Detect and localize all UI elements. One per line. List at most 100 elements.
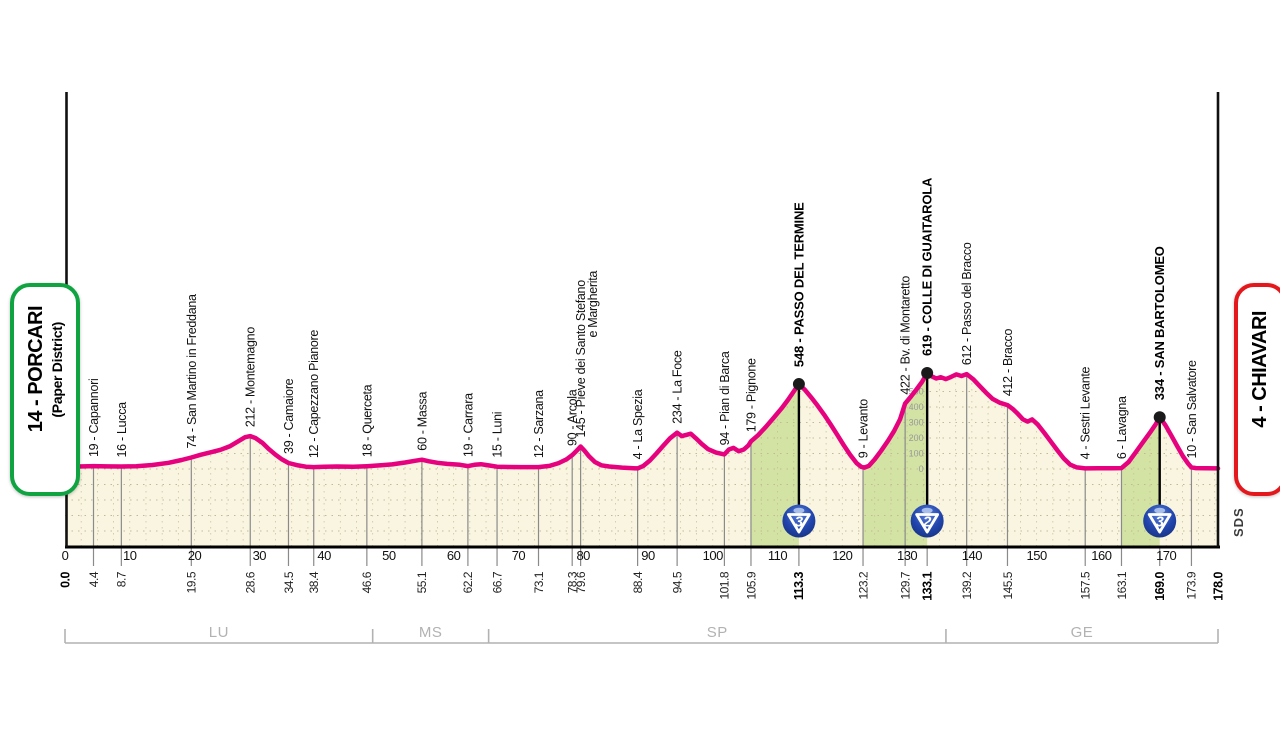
waypoint-label: 412 - Bracco (1001, 329, 1015, 397)
elevation-scale-label: 200 (909, 433, 924, 443)
climb-category-marker: 3 (782, 504, 816, 538)
category-ball (1143, 504, 1177, 538)
waypoint-label-line2: e Margherita (586, 271, 600, 338)
waypoint-label: 612 - Passo del Bracco (960, 242, 974, 365)
km-distance-label: 101.8 (718, 571, 732, 599)
axis-tick-label: 10 (123, 548, 137, 563)
axis-tick-label: 90 (641, 548, 655, 563)
sds-mark: SDS (1231, 507, 1246, 537)
km-distance-label: 169.0 (1153, 571, 1167, 600)
profile-line (62, 370, 1221, 471)
waypoint-label: 16 - Lucca (115, 402, 129, 458)
waypoint-label: 6 - Lavagna (1115, 396, 1129, 459)
waypoint-label: 10 - San Salvatore (1185, 360, 1199, 458)
km-distance-label: 178.0 (1211, 571, 1225, 600)
category-ball (782, 504, 816, 538)
axis-tick-label: 50 (382, 548, 396, 563)
waypoint-label: 548 - PASSO DEL TERMINE (791, 202, 806, 367)
waypoint-label: 334 - SAN BARTOLOMEO (1152, 246, 1167, 400)
start-label-text: 14 - PORCARI (Paper District) (14, 291, 76, 448)
category-ball-glare (793, 507, 805, 514)
province-label: MS (419, 624, 443, 641)
start-name: 14 - PORCARI (25, 306, 47, 433)
axis-tick-label: 30 (253, 548, 267, 563)
axis-tick-label: 160 (1091, 548, 1111, 563)
peak-dot (921, 367, 934, 380)
axis-tick-label: 60 (447, 548, 461, 563)
km-distance-label: 113.3 (792, 571, 806, 600)
category-number: 3 (1156, 514, 1165, 531)
waypoint-label: 94 - Pian di Barca (718, 351, 732, 445)
waypoint-label: 179 - Pignone (744, 358, 758, 432)
axis-tick-label: 120 (832, 548, 852, 563)
climb-category-marker: 3 (1143, 504, 1177, 538)
km-distance-label: 0.0 (58, 571, 72, 587)
waypoint-label: 19 - Capannori (87, 379, 101, 458)
category-triangle (1147, 513, 1172, 534)
waypoint-label: 39 - Camaiore (282, 378, 296, 454)
km-distance-label: 8.7 (115, 571, 129, 587)
axis-tick-label: 150 (1027, 548, 1047, 563)
km-distance-label: 55.1 (415, 571, 429, 593)
axis-tick-label: 0 (62, 548, 69, 563)
km-distance-label: 28.6 (244, 571, 258, 593)
waypoint-label: 4 - Sestri Levante (1079, 366, 1093, 459)
axis-tick-label: 110 (768, 548, 787, 563)
province-brackets: LU MS SP GE (64, 624, 1219, 644)
category-triangle (915, 513, 940, 534)
elevation-scale-label: 100 (909, 449, 924, 459)
axis-tick-label: 70 (512, 548, 526, 563)
km-distance-label: 79.6 (574, 571, 588, 593)
km-distance-label: 163.1 (1115, 571, 1129, 599)
category-ball-glare (921, 507, 933, 514)
axis-tick-label: 80 (576, 548, 590, 563)
waypoint-label: 12 - Capezzano Pianore (307, 330, 321, 459)
waypoint-label: 422 - Bv. di Montaretto (899, 276, 913, 395)
category-ball (910, 504, 944, 538)
km-distance-label: 62.2 (461, 571, 475, 593)
axis-tick-label: 130 (897, 548, 917, 563)
axis-tick-label: 40 (317, 548, 331, 563)
km-distance-label: 73.1 (532, 571, 546, 593)
km-distance-label: 78.3 (565, 571, 579, 593)
axis-tick-label: 170 (1156, 548, 1176, 563)
climb-category-marker: 2 (910, 504, 944, 538)
km-distance-label: 157.5 (1079, 571, 1093, 599)
start-subname: (Paper District) (49, 321, 65, 418)
waypoint-label: 15 - Luni (491, 412, 505, 458)
finish-label-box: 4 - CHIAVARI (1234, 283, 1280, 496)
category-number: 2 (922, 514, 932, 531)
elevation-scale-label: 300 (909, 418, 924, 428)
elevation-scale-label: 400 (909, 402, 924, 412)
km-distance-label: 139.2 (960, 571, 974, 599)
elevation-scale-label: 0 (919, 464, 924, 474)
waypoint-label: 145 - Pieve dei Santo Stefano (574, 280, 588, 438)
waypoint-label: 60 - Massa (415, 392, 429, 451)
peak-dot (1153, 411, 1166, 424)
km-distance-label: 66.7 (490, 571, 504, 593)
km-distance-label: 34.5 (282, 571, 296, 593)
km-distance-label: 4.4 (87, 571, 101, 587)
waypoint-label: 9 - Levanto (857, 399, 871, 459)
waypoint-label: 12 - Sarzana (532, 390, 546, 458)
km-distance-label: 88.4 (631, 571, 645, 593)
waypoint-label: 74 - San Martino in Freddana (185, 294, 199, 449)
waypoint-label: 18 - Querceta (360, 384, 374, 457)
axis-tick-label: 140 (962, 548, 982, 563)
km-distance-label: 38.4 (307, 571, 321, 593)
km-distance-label: 105.9 (744, 571, 758, 599)
category-number: 3 (795, 514, 804, 531)
km-distance-label: 46.6 (360, 571, 374, 593)
km-distance-label: 173.9 (1185, 571, 1199, 599)
km-distance-label: 123.2 (856, 571, 870, 599)
waypoint-label: 212 - Montemagno (244, 327, 258, 427)
waypoint-label: 90 - Arcola (566, 389, 580, 446)
category-triangle (787, 513, 811, 534)
category-ball-glare (1154, 507, 1166, 514)
province-label: LU (209, 624, 229, 641)
km-distance-label: 133.1 (920, 571, 934, 600)
province-label: SP (707, 624, 728, 641)
start-label-box: 14 - PORCARI (Paper District) (10, 283, 80, 496)
axis-tick-label: 20 (188, 548, 202, 563)
